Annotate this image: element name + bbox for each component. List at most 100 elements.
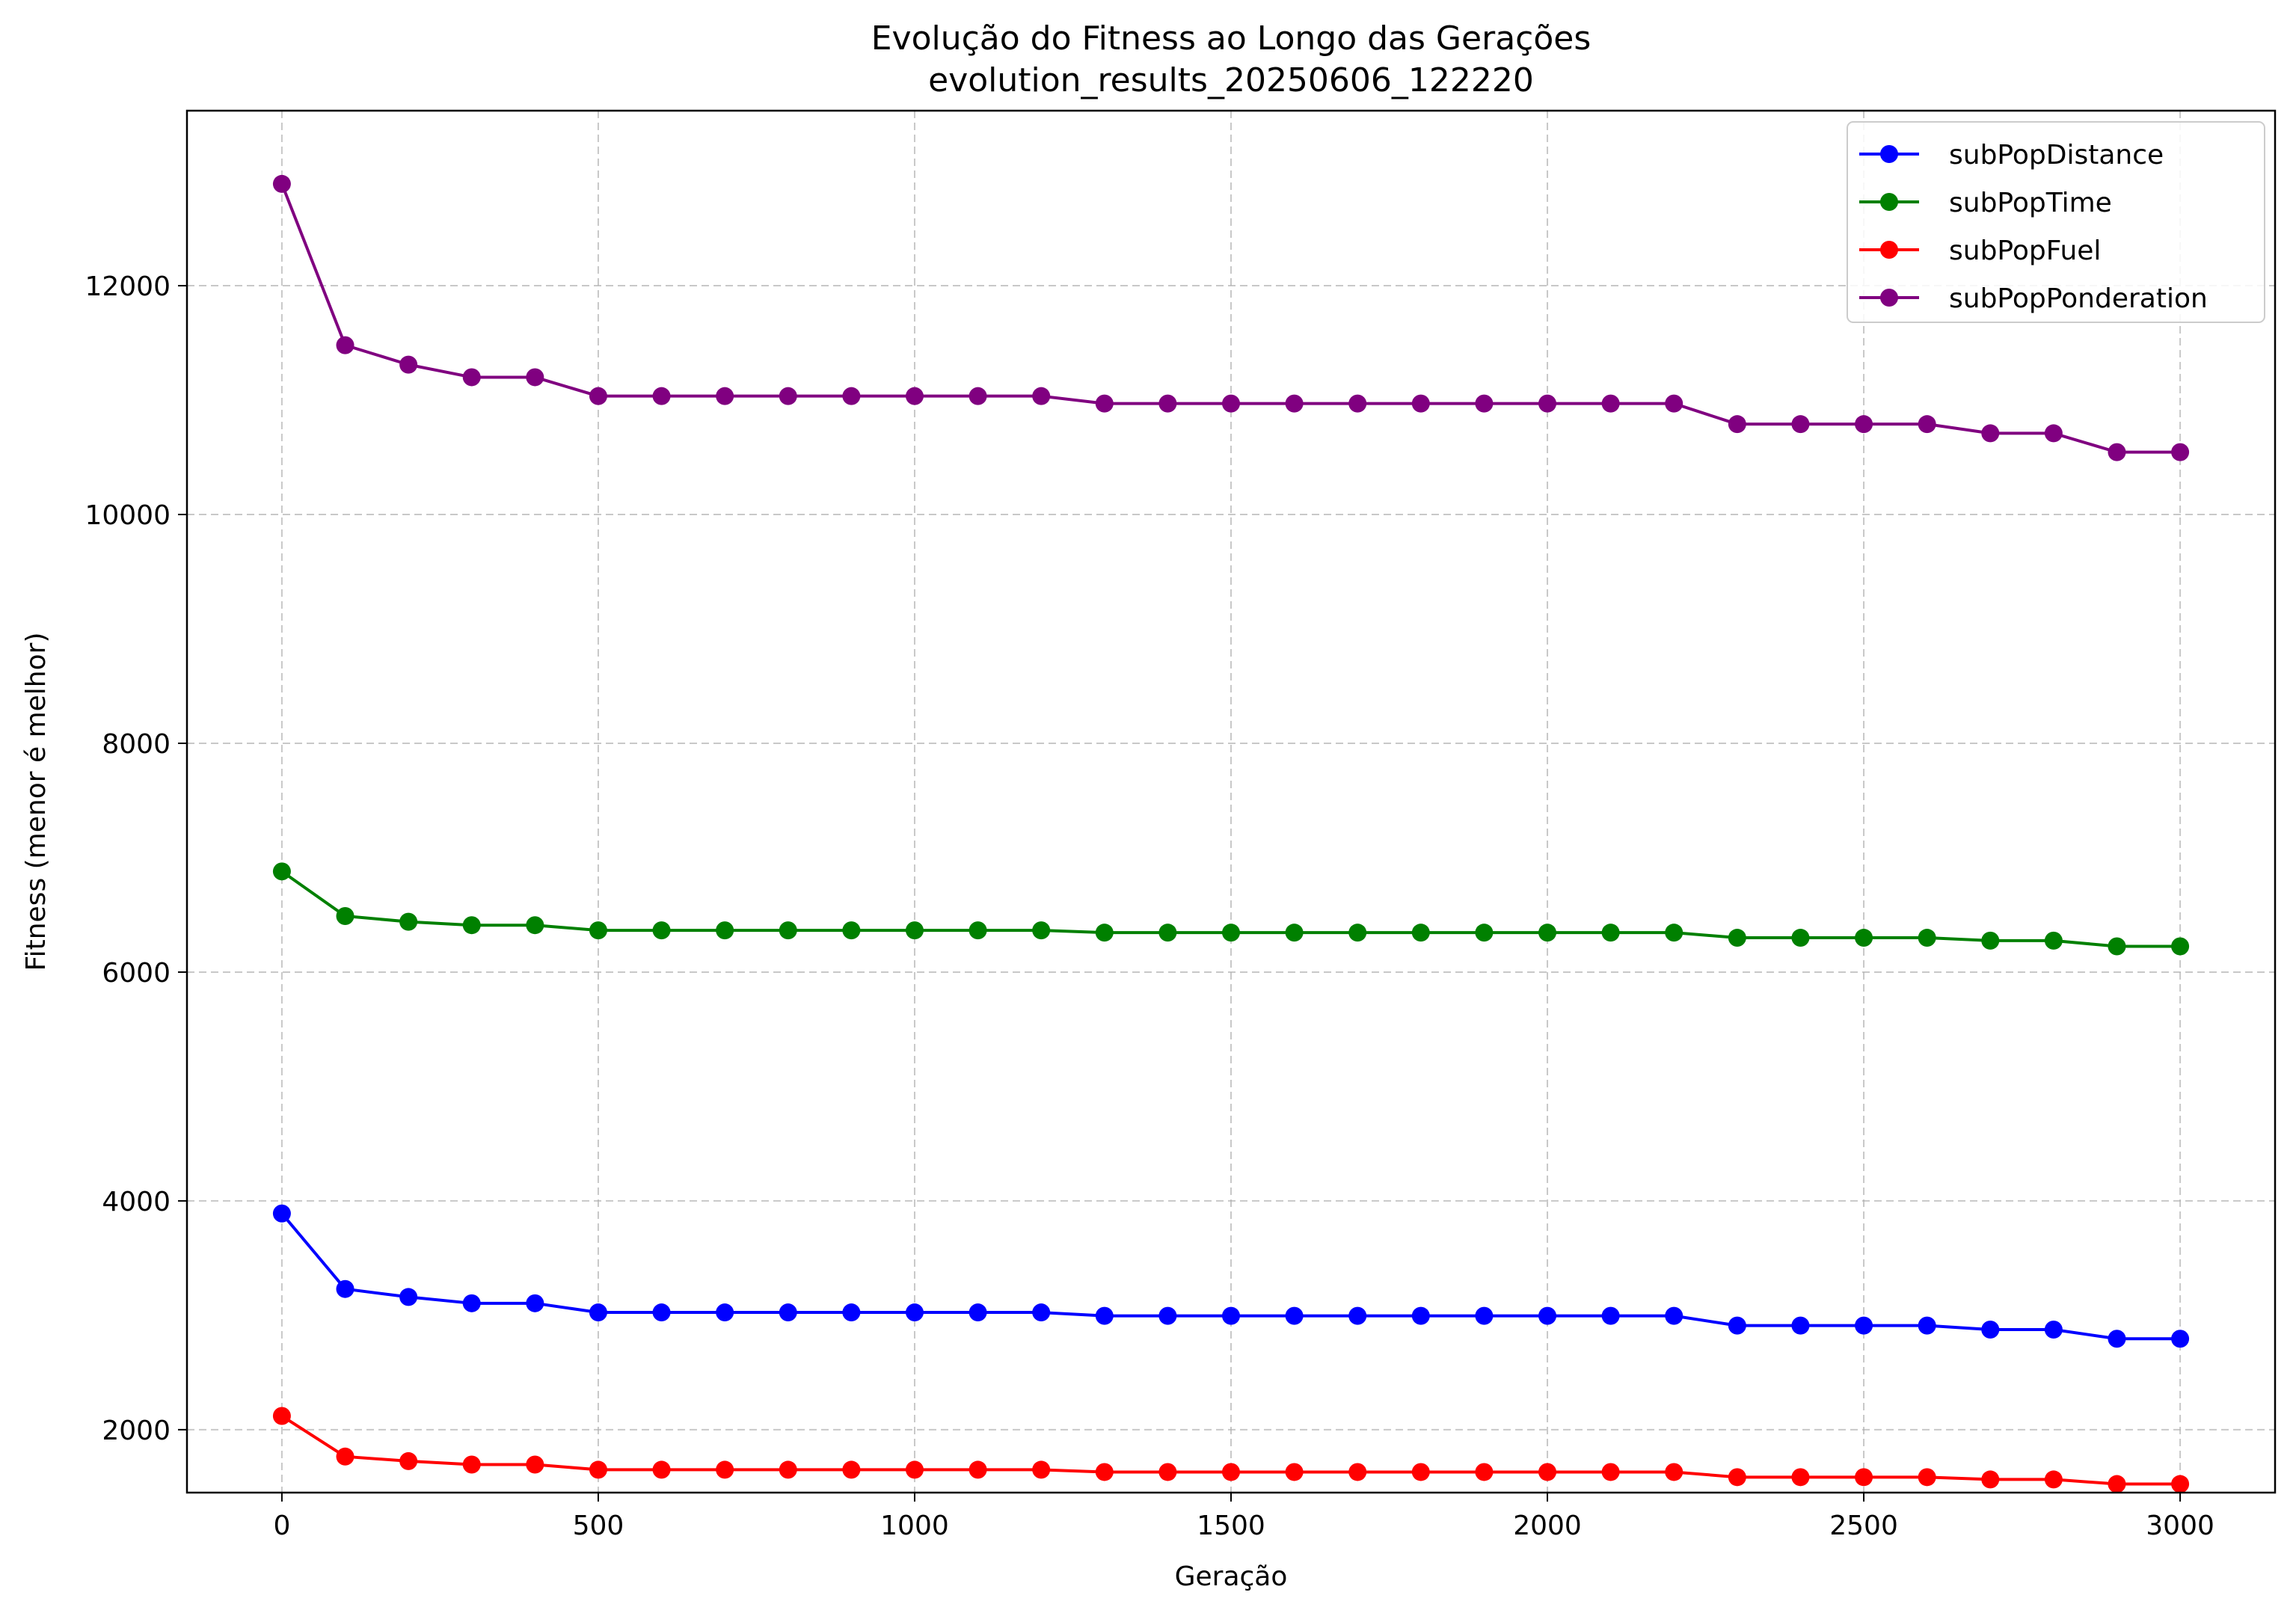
data-point [336,1279,354,1298]
data-point [1791,415,1810,434]
data-point [1601,1306,1620,1325]
data-point [1411,924,1430,942]
series-subPopFuel [272,1407,2190,1493]
data-point [779,921,797,940]
data-point [526,1455,544,1474]
data-point [1158,394,1177,413]
y-tick-label: 8000 [102,729,171,760]
data-point [1791,1468,1810,1487]
data-point [1855,929,1873,947]
data-point [589,1303,607,1322]
data-point [1095,924,1114,942]
x-tick-label: 500 [573,1511,624,1541]
y-tick-label: 10000 [85,500,171,531]
data-point [1538,924,1557,942]
data-point [589,1460,607,1479]
data-point [1222,394,1240,413]
data-point [905,921,924,940]
y-axis-label: Fitness (menor é melhor) [21,633,52,971]
data-point [1222,1306,1240,1325]
data-point [1222,924,1240,942]
legend-marker [1880,241,1898,259]
data-point [1601,394,1620,413]
data-point [1158,1306,1177,1325]
data-point [2171,1330,2190,1348]
data-point [652,1460,671,1479]
data-point [1285,1463,1304,1481]
data-point [2171,937,2190,956]
data-point [1728,415,1746,434]
legend-entry-subPopFuel: subPopFuel [1859,236,2101,266]
y-tick-label: 4000 [102,1187,171,1217]
data-point [1665,394,1683,413]
x-axis-ticks: 0 500 1000 1500 2000 2500 3000 [273,1493,2214,1541]
legend-marker [1880,289,1898,307]
series-subPopPonderation [272,174,2190,461]
data-point [1601,924,1620,942]
data-point [589,921,607,940]
data-point [969,921,987,940]
data-point [1791,1316,1810,1335]
legend-entry-subPopPonderation: subPopPonderation [1859,283,2208,314]
legend-label: subPopTime [1949,188,2112,218]
data-point [1538,1463,1557,1481]
chart-title: Evolução do Fitness ao Longo das Geraçõe… [871,19,1591,58]
data-point [2108,1475,2126,1493]
x-tick-label: 3000 [2146,1511,2214,1541]
data-point [779,387,797,405]
data-point [1981,424,2000,443]
data-point [1981,1321,2000,1339]
data-point [716,921,734,940]
series-group [272,174,2190,1493]
data-point [272,1407,291,1425]
data-point [905,1303,924,1322]
data-point [1032,1303,1051,1322]
data-point [336,906,354,925]
data-point [1475,1306,1494,1325]
data-point [1475,1463,1494,1481]
data-point [2044,1470,2063,1489]
data-point [462,916,481,935]
y-tick-label: 12000 [85,271,171,302]
data-point [1222,1463,1240,1481]
data-point [1411,1306,1430,1325]
data-point [1032,1460,1051,1479]
data-point [2044,424,2063,443]
data-point [1285,1306,1304,1325]
data-point [1538,1306,1557,1325]
y-axis-ticks: 2000 4000 6000 8000 10000 12000 [85,271,187,1446]
data-point [1538,394,1557,413]
data-point [272,862,291,881]
data-point [462,1455,481,1474]
data-point [272,174,291,193]
data-point [1411,1463,1430,1481]
data-point [1095,394,1114,413]
data-point [1665,1306,1683,1325]
data-point [399,1288,418,1306]
chart-subtitle: evolution_results_20250606_122220 [928,61,1534,99]
data-point [526,1294,544,1312]
data-point [716,387,734,405]
data-point [1158,1463,1177,1481]
legend-label: subPopPonderation [1949,283,2208,314]
data-point [2044,1321,2063,1339]
data-point [272,1204,291,1223]
data-point [1475,394,1494,413]
data-point [336,336,354,354]
data-point [652,921,671,940]
data-point [842,387,861,405]
data-point [652,1303,671,1322]
data-point [842,921,861,940]
data-point [1285,394,1304,413]
data-point [1791,929,1810,947]
data-point [779,1303,797,1322]
data-point [399,1451,418,1470]
data-point [1032,387,1051,405]
legend: subPopDistance subPopTime subPopFuel subPop… [1847,121,2265,323]
data-point [2044,931,2063,950]
data-point [1411,394,1430,413]
x-tick-label: 1500 [1197,1511,1265,1541]
data-point [1348,1463,1367,1481]
data-point [652,387,671,405]
